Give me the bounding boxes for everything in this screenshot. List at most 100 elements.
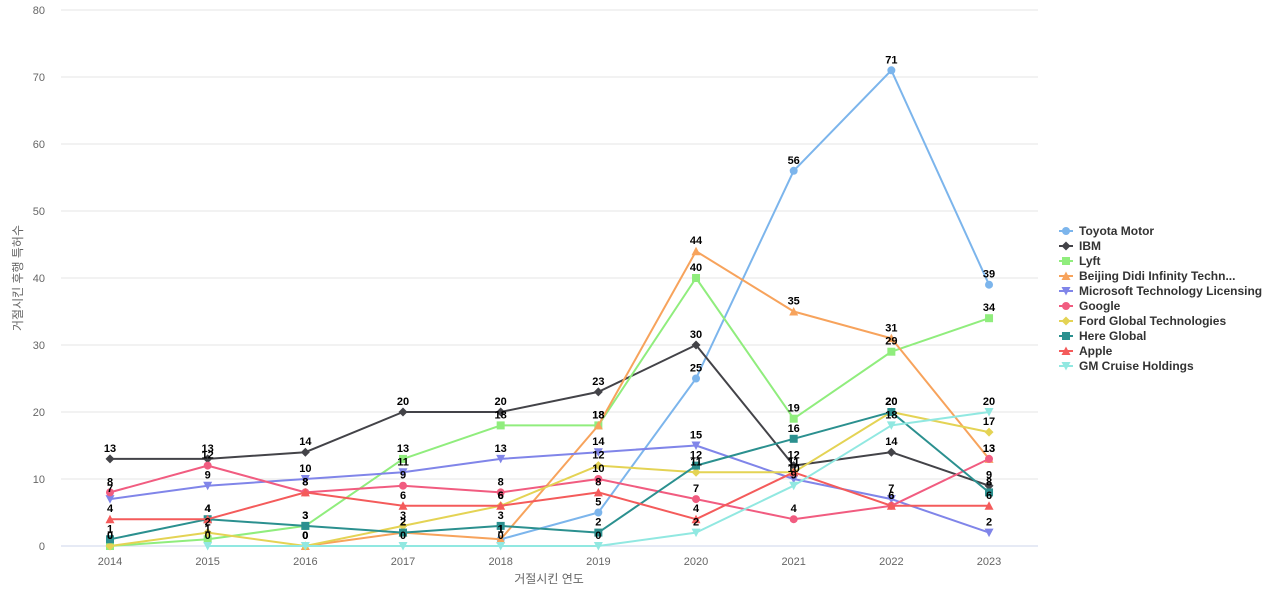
data-point-marker[interactable] <box>300 487 310 497</box>
data-point-marker[interactable] <box>985 454 994 463</box>
data-point-marker[interactable] <box>789 461 799 471</box>
data-point-marker[interactable] <box>789 515 798 524</box>
data-point-marker[interactable] <box>985 314 994 323</box>
data-point-marker[interactable] <box>203 528 213 538</box>
data-point-marker[interactable] <box>789 434 798 443</box>
legend-item[interactable]: Ford Global Technologies <box>1059 314 1226 328</box>
data-point-marker[interactable] <box>692 461 701 470</box>
data-point-marker[interactable] <box>593 387 603 397</box>
data-point-marker[interactable] <box>399 528 408 537</box>
data-point-marker[interactable] <box>496 501 506 510</box>
data-point-marker[interactable] <box>203 535 212 544</box>
data-point-marker[interactable] <box>985 280 994 289</box>
series-line[interactable] <box>109 411 991 541</box>
legend-item[interactable]: IBM <box>1059 239 1101 253</box>
data-point-marker[interactable] <box>984 528 994 538</box>
data-point-marker[interactable] <box>203 542 213 551</box>
data-point-marker[interactable] <box>301 521 310 530</box>
data-point-marker[interactable] <box>691 467 701 477</box>
legend-item[interactable]: Apple <box>1059 344 1113 358</box>
data-point-marker[interactable] <box>398 542 408 551</box>
data-point-marker[interactable] <box>691 340 701 350</box>
data-point-marker[interactable] <box>886 333 896 343</box>
data-point-marker[interactable] <box>398 468 408 477</box>
data-point-marker[interactable] <box>887 347 896 356</box>
data-point-marker[interactable] <box>203 514 213 524</box>
legend-item[interactable]: Beijing Didi Infinity Techn... <box>1059 269 1235 283</box>
legend-item[interactable]: Microsoft Technology Licensing <box>1059 284 1262 298</box>
data-point-marker[interactable] <box>984 427 994 437</box>
data-point-marker[interactable] <box>985 488 994 497</box>
data-point-marker[interactable] <box>984 501 994 510</box>
data-point-marker[interactable] <box>105 541 115 551</box>
data-point-marker[interactable] <box>300 447 310 457</box>
data-point-marker[interactable] <box>886 421 896 430</box>
data-point-marker[interactable] <box>691 514 701 524</box>
data-point-marker[interactable] <box>789 307 799 316</box>
data-point-marker[interactable] <box>789 481 799 491</box>
data-point-marker[interactable] <box>692 495 701 504</box>
data-point-marker[interactable] <box>399 454 408 463</box>
data-point-marker[interactable] <box>300 475 310 484</box>
data-point-marker[interactable] <box>496 542 506 551</box>
series-line[interactable] <box>109 471 991 521</box>
x-tick-label: 2023 <box>977 556 1001 568</box>
data-label: 4 <box>693 503 700 515</box>
data-point-marker[interactable] <box>398 501 408 510</box>
data-point-marker[interactable] <box>593 542 603 551</box>
data-point-marker[interactable] <box>984 481 994 491</box>
data-point-marker[interactable] <box>789 475 799 484</box>
series-line[interactable] <box>109 344 991 487</box>
data-point-marker[interactable] <box>300 542 310 551</box>
data-point-marker[interactable] <box>105 454 115 464</box>
data-point-marker[interactable] <box>886 501 896 510</box>
series-line[interactable] <box>499 69 991 541</box>
legend-item[interactable]: Toyota Motor <box>1059 224 1154 238</box>
data-point-marker[interactable] <box>593 420 603 430</box>
data-point-marker[interactable] <box>398 521 408 531</box>
data-point-marker[interactable] <box>887 66 896 75</box>
data-point-marker[interactable] <box>496 454 506 464</box>
data-point-marker[interactable] <box>789 166 798 175</box>
data-point-marker[interactable] <box>887 408 896 416</box>
data-point-marker[interactable] <box>789 414 798 423</box>
data-point-marker[interactable] <box>886 495 896 504</box>
data-point-marker[interactable] <box>692 374 701 383</box>
data-point-marker[interactable] <box>691 441 701 451</box>
data-point-marker[interactable] <box>593 461 603 471</box>
data-point-marker[interactable] <box>594 528 603 537</box>
data-point-marker[interactable] <box>594 475 603 483</box>
data-point-marker[interactable] <box>984 408 994 417</box>
data-point-marker[interactable] <box>203 461 212 470</box>
data-point-marker[interactable] <box>496 488 505 497</box>
data-point-marker[interactable] <box>496 534 506 544</box>
data-point-marker[interactable] <box>203 481 213 491</box>
data-point-marker[interactable] <box>105 495 115 504</box>
data-point-marker[interactable] <box>496 407 506 417</box>
legend-item[interactable]: GM Cruise Holdings <box>1059 359 1194 373</box>
legend-item[interactable]: Lyft <box>1059 254 1101 268</box>
data-point-marker[interactable] <box>691 528 701 538</box>
data-point-marker[interactable] <box>106 488 114 497</box>
data-point-marker[interactable] <box>399 481 408 490</box>
data-point-marker[interactable] <box>398 407 408 417</box>
series-line[interactable] <box>304 250 991 547</box>
series-line[interactable] <box>109 277 991 547</box>
data-point-marker[interactable] <box>496 521 505 530</box>
data-point-marker[interactable] <box>691 246 701 256</box>
data-point-marker[interactable] <box>593 448 603 457</box>
data-point-marker[interactable] <box>203 454 213 464</box>
legend-item[interactable]: Google <box>1059 299 1121 313</box>
data-point-marker[interactable] <box>496 421 505 430</box>
data-point-marker[interactable] <box>594 508 603 517</box>
legend-item[interactable]: Here Global <box>1059 329 1146 343</box>
series-line[interactable] <box>109 444 991 534</box>
data-point-marker[interactable] <box>593 487 603 497</box>
data-point-marker[interactable] <box>886 447 896 457</box>
series-line[interactable] <box>109 411 991 547</box>
data-point-marker[interactable] <box>105 514 115 524</box>
data-point-marker[interactable] <box>106 535 114 544</box>
data-point-marker[interactable] <box>789 467 799 477</box>
data-point-marker[interactable] <box>692 274 701 282</box>
